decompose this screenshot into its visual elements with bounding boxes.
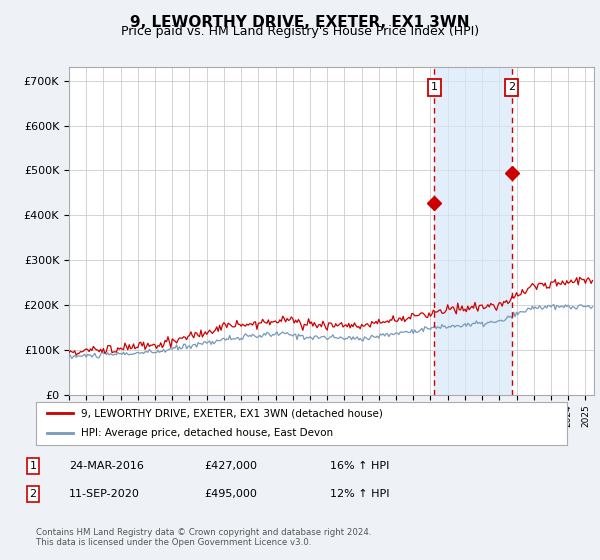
Text: Contains HM Land Registry data © Crown copyright and database right 2024.
This d: Contains HM Land Registry data © Crown c…: [36, 528, 371, 547]
Text: 24-MAR-2016: 24-MAR-2016: [69, 461, 144, 471]
Text: 11-SEP-2020: 11-SEP-2020: [69, 489, 140, 499]
Text: HPI: Average price, detached house, East Devon: HPI: Average price, detached house, East…: [81, 428, 333, 438]
Text: £495,000: £495,000: [204, 489, 257, 499]
Text: 2: 2: [508, 82, 515, 92]
Text: 9, LEWORTHY DRIVE, EXETER, EX1 3WN (detached house): 9, LEWORTHY DRIVE, EXETER, EX1 3WN (deta…: [81, 408, 383, 418]
Text: Price paid vs. HM Land Registry's House Price Index (HPI): Price paid vs. HM Land Registry's House …: [121, 25, 479, 38]
Text: 1: 1: [29, 461, 37, 471]
Bar: [434, 67, 512, 395]
Text: 1: 1: [431, 82, 438, 92]
Text: 9, LEWORTHY DRIVE, EXETER, EX1 3WN: 9, LEWORTHY DRIVE, EXETER, EX1 3WN: [130, 15, 470, 30]
Text: 2: 2: [29, 489, 37, 499]
Text: 12% ↑ HPI: 12% ↑ HPI: [330, 489, 389, 499]
Text: £427,000: £427,000: [204, 461, 257, 471]
Text: 16% ↑ HPI: 16% ↑ HPI: [330, 461, 389, 471]
